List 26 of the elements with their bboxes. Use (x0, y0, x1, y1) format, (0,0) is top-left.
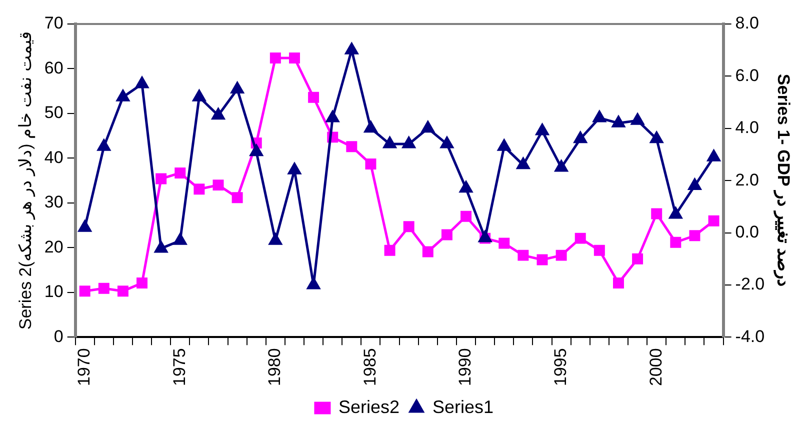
y-tick-label: 70 (44, 14, 64, 33)
y-tick-label: 10 (44, 282, 64, 302)
y-tick-label: 0 (54, 326, 64, 346)
y2-tick-label: 8.0 (735, 14, 759, 33)
x-tick-label: 1980 (265, 348, 284, 386)
legend-label: Series1 (432, 396, 494, 417)
x-tick-label: 1975 (170, 348, 189, 386)
x-tick-label: 1970 (74, 348, 94, 386)
y2-axis-title: Series 1- GDP درصد تغییر در (773, 74, 794, 288)
y2-tick-label: 4.0 (735, 118, 759, 138)
x-tick-label: 1985 (360, 348, 380, 386)
x-tick-label: 1995 (550, 348, 570, 386)
x-tick-label: 2000 (646, 348, 666, 386)
legend-label: Series2 (338, 396, 400, 417)
y2-tick-label: 6.0 (735, 66, 759, 85)
y2-tick-label: 0.0 (735, 222, 759, 242)
y-axis-title: Series 2(قیمت نفت خام (دلار در هر بشکه (16, 32, 36, 330)
y-tick-label: 50 (44, 103, 64, 122)
y2-tick-label: 2.0 (735, 170, 759, 190)
y-tick-label: 40 (44, 148, 64, 167)
y-tick-label: 20 (44, 237, 64, 256)
y-tick-label: 30 (44, 192, 64, 212)
y2-tick-label: -2.0 (735, 274, 765, 294)
y2-tick-label: -4.0 (735, 326, 765, 346)
y-tick-label: 60 (44, 58, 64, 78)
x-tick-label: 1990 (456, 348, 475, 386)
